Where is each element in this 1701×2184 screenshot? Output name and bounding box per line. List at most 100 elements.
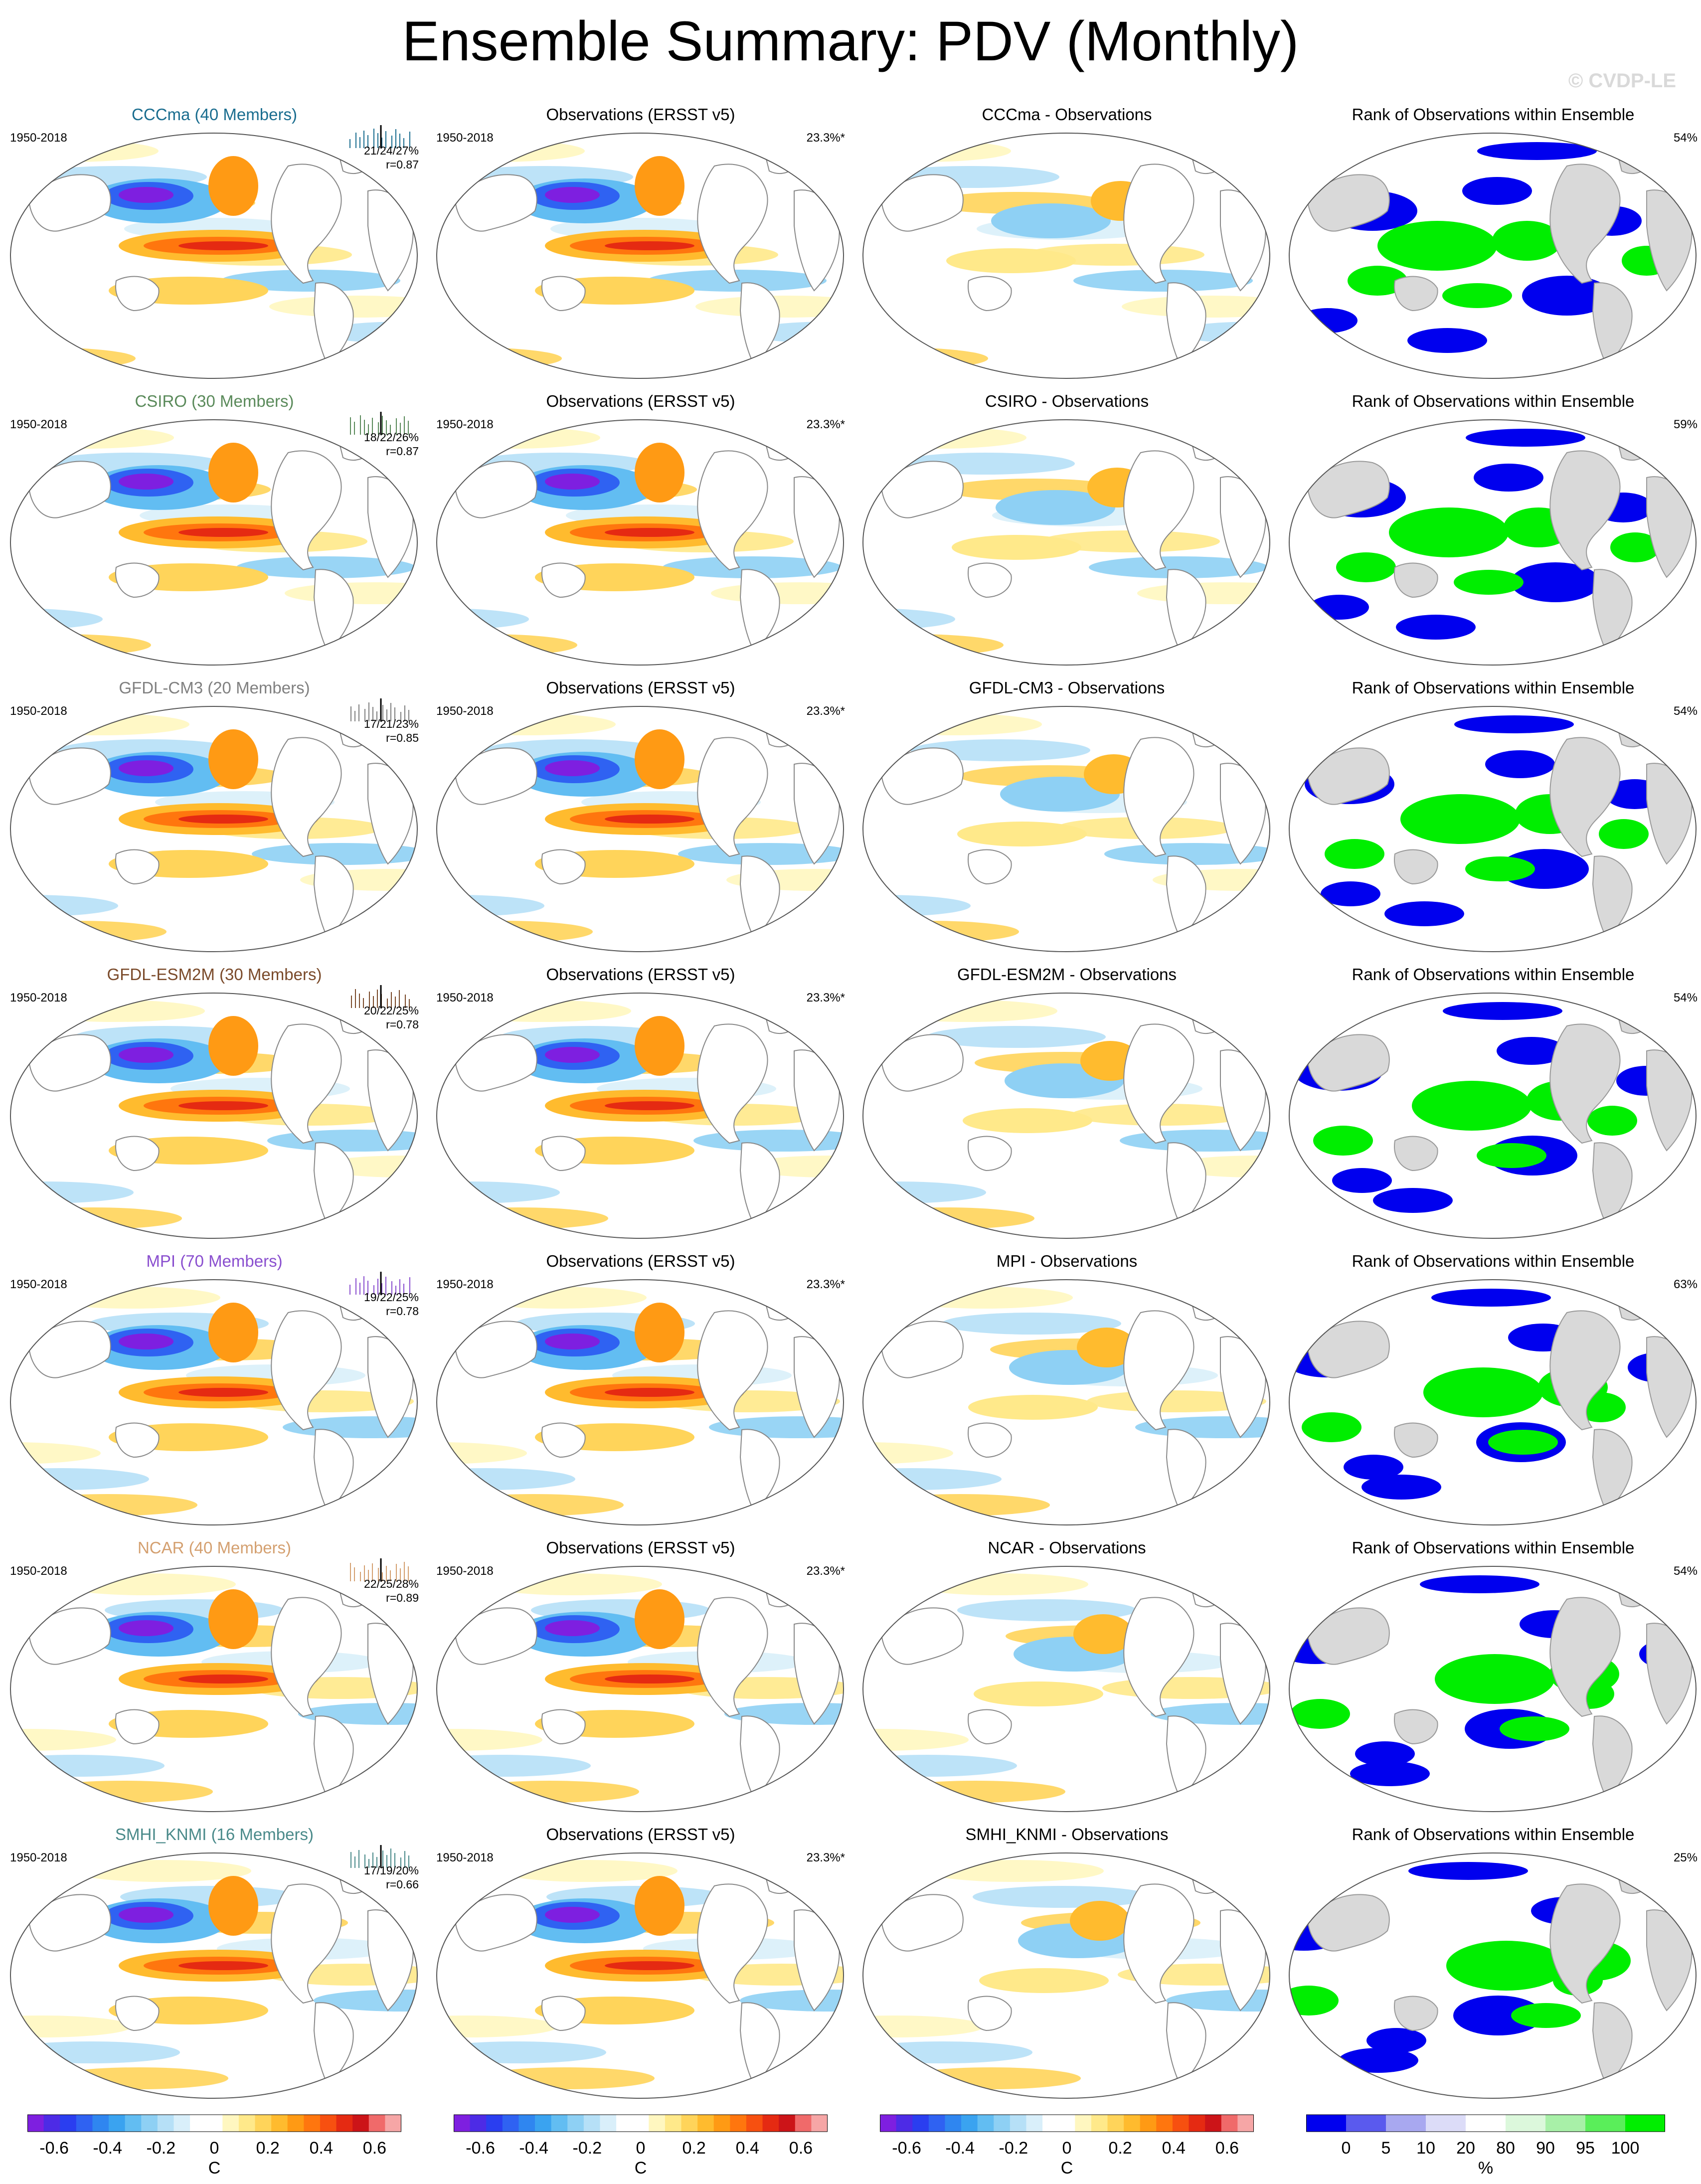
panel-rank-row-6: Rank of Observations within Ensemble 54% bbox=[1284, 1535, 1701, 1821]
colorbar-swatch bbox=[1237, 2115, 1254, 2132]
colorbar-swatch bbox=[1058, 2115, 1075, 2132]
colorbar-swatch bbox=[92, 2115, 109, 2132]
colorbar-swatch bbox=[1585, 2115, 1626, 2132]
panel-title: Rank of Observations within Ensemble bbox=[1352, 965, 1635, 984]
colorbar-swatch bbox=[454, 2115, 471, 2132]
colorbar-swatch bbox=[567, 2115, 584, 2132]
colorbar-unit: C bbox=[1060, 2159, 1073, 2178]
colorbar-swatch bbox=[1506, 2115, 1546, 2132]
colorbar-swatch bbox=[697, 2115, 714, 2132]
member-histogram bbox=[350, 698, 409, 721]
colorbar-tick-label: 10 bbox=[1416, 2139, 1435, 2158]
panel-diff-row-7: SMHI_KNMI - Observations bbox=[857, 1822, 1276, 2107]
colorbar-ensemble: -0.6 -0.4 -0.2 0 0.2 0.4 0.6 C bbox=[27, 2114, 402, 2184]
panel-diff-row-1: CCCma - Observations bbox=[857, 102, 1276, 387]
colorbar-swatches bbox=[1306, 2114, 1666, 2132]
colorbar-unit: C bbox=[208, 2159, 221, 2178]
colorbar-swatch bbox=[713, 2115, 730, 2132]
colorbar-swatch bbox=[994, 2115, 1011, 2132]
panel-rank-row-5: Rank of Observations within Ensemble 63% bbox=[1284, 1249, 1701, 1534]
panel-obs-row-3: Observations (ERSST v5) 1950-2018 23.3%* bbox=[431, 675, 850, 961]
colorbar-swatch bbox=[385, 2115, 402, 2132]
colorbar-tick-label: 0 bbox=[1062, 2139, 1072, 2158]
colorbar-swatch bbox=[880, 2115, 897, 2132]
colorbar-swatch bbox=[977, 2115, 994, 2132]
member-histogram bbox=[350, 1845, 409, 1868]
period-label: 1950-2018 bbox=[10, 131, 67, 145]
colorbar-tick-label: 0.6 bbox=[1215, 2139, 1239, 2158]
panel-rank-row-2: Rank of Observations within Ensemble 59% bbox=[1284, 389, 1701, 674]
map-ensemble bbox=[10, 1566, 418, 1812]
map-diff bbox=[862, 1852, 1270, 2099]
period-label: 1950-2018 bbox=[10, 418, 67, 431]
map-obs bbox=[436, 1852, 844, 2099]
colorbar-swatch bbox=[109, 2115, 126, 2132]
colorbar-swatch bbox=[173, 2115, 190, 2132]
map-rank bbox=[1289, 1852, 1697, 2099]
colorbar-swatch bbox=[1221, 2115, 1238, 2132]
panel-title: Observations (ERSST v5) bbox=[546, 1825, 735, 1844]
map-rank bbox=[1289, 1279, 1697, 1525]
panel-title: CSIRO (30 Members) bbox=[135, 392, 294, 410]
period-label: 1950-2018 bbox=[436, 1278, 494, 1291]
colorbar-swatch bbox=[368, 2115, 385, 2132]
panel-diff-row-6: NCAR - Observations bbox=[857, 1535, 1276, 1821]
colorbar-swatch bbox=[1026, 2115, 1043, 2132]
panel-diff-row-4: GFDL-ESM2M - Observations bbox=[857, 962, 1276, 1247]
panel-diff-row-5: MPI - Observations bbox=[857, 1249, 1276, 1534]
colorbar-tick-label: 0.2 bbox=[1108, 2139, 1132, 2158]
colorbar-swatches bbox=[454, 2114, 828, 2132]
colorbar-swatch bbox=[1091, 2115, 1108, 2132]
panel-title: Observations (ERSST v5) bbox=[546, 392, 735, 410]
colorbar-swatch bbox=[1156, 2115, 1173, 2132]
colorbar-difference: -0.6 -0.4 -0.2 0 0.2 0.4 0.6 C bbox=[880, 2114, 1254, 2184]
panel-title: NCAR (40 Members) bbox=[137, 1538, 292, 1557]
colorbar-swatch bbox=[287, 2115, 304, 2132]
member-histogram bbox=[349, 1272, 410, 1295]
map-obs bbox=[436, 706, 844, 952]
panel-diff-row-2: CSIRO - Observations bbox=[857, 389, 1276, 674]
pattern-correlation: r=0.78 bbox=[386, 1018, 419, 1031]
map-rank bbox=[1289, 706, 1697, 952]
colorbar-swatch bbox=[681, 2115, 698, 2132]
map-obs bbox=[436, 993, 844, 1239]
colorbar-tick-label: -0.6 bbox=[892, 2139, 921, 2158]
map-diff bbox=[862, 133, 1270, 379]
pattern-correlation: r=0.87 bbox=[386, 445, 419, 458]
colorbar-tick-label: 0.6 bbox=[362, 2139, 387, 2158]
colorbar-swatch bbox=[1625, 2115, 1666, 2132]
colorbar-swatch bbox=[238, 2115, 256, 2132]
percent-label: 54% bbox=[1673, 704, 1698, 718]
watermark: © CVDP-LE bbox=[1568, 70, 1676, 92]
colorbar-swatch bbox=[518, 2115, 535, 2132]
variance-range: 22/25/28% bbox=[364, 1577, 419, 1590]
period-label: 1950-2018 bbox=[10, 1564, 67, 1578]
map-diff bbox=[862, 419, 1270, 666]
colorbar-unit: % bbox=[1478, 2159, 1494, 2178]
panel-ensemble-row-3: GFDL-CM3 (20 Members) 1950-2018 17/21/23% r… bbox=[5, 675, 424, 961]
colorbar-tick-label: 100 bbox=[1611, 2139, 1640, 2158]
percent-label: 23.3%* bbox=[806, 704, 845, 718]
panel-title: CCCma (40 Members) bbox=[132, 105, 297, 124]
colorbar-swatch bbox=[336, 2115, 353, 2132]
colorbar-swatch bbox=[27, 2115, 44, 2132]
colorbar-swatch bbox=[811, 2115, 828, 2132]
map-diff bbox=[862, 993, 1270, 1239]
period-label: 1950-2018 bbox=[436, 1851, 494, 1864]
panel-title: Observations (ERSST v5) bbox=[546, 105, 735, 124]
colorbar-swatch bbox=[616, 2115, 633, 2132]
colorbar-swatch bbox=[43, 2115, 60, 2132]
percent-label: 59% bbox=[1673, 418, 1698, 431]
map-diff bbox=[862, 706, 1270, 952]
panel-rank-row-4: Rank of Observations within Ensemble 54% bbox=[1284, 962, 1701, 1247]
colorbar-swatch bbox=[125, 2115, 142, 2132]
variance-range: 20/22/25% bbox=[364, 1004, 419, 1017]
panel-title: MPI (70 Members) bbox=[146, 1252, 283, 1270]
colorbar-swatch bbox=[1075, 2115, 1092, 2132]
percent-label: 23.3%* bbox=[806, 131, 845, 145]
colorbar-tick-label: -0.4 bbox=[519, 2139, 548, 2158]
colorbar-swatches bbox=[880, 2114, 1254, 2132]
map-ensemble bbox=[10, 133, 418, 379]
colorbar-swatch bbox=[1346, 2115, 1386, 2132]
colorbar-swatch bbox=[583, 2115, 600, 2132]
